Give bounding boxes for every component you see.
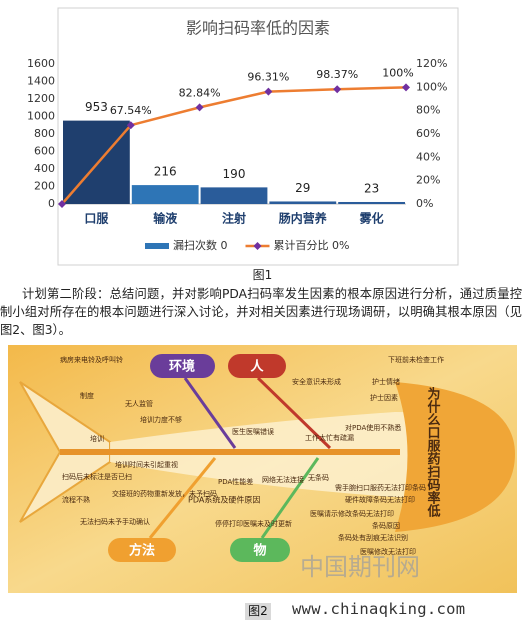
- bar: [269, 201, 337, 204]
- legend-label: 累计百分比 0%: [274, 239, 350, 252]
- category-pill: [230, 538, 290, 562]
- y2-tick-label: 40%: [416, 150, 440, 163]
- bone: [256, 376, 332, 450]
- x-tick-label: 口服: [84, 211, 109, 226]
- cause: 条码处有刮痕无法识别: [338, 533, 408, 542]
- data-label: 82.84%: [179, 86, 221, 99]
- cause: 医嘱请示修改条码无法打印: [310, 509, 394, 518]
- cause: 无条码: [308, 473, 329, 482]
- cause: 护士情绪: [372, 377, 400, 386]
- data-label: 216: [154, 165, 177, 179]
- pareto-chart: 影响扫码率低的因素 0 200 400 600 800 1000 1200 1400 1600 0…: [27, 7, 459, 266]
- cause: PDA性能差: [218, 477, 253, 486]
- data-label: 98.37%: [316, 68, 358, 81]
- fishbone-diagram: 环境 人 方法 物 为什么口服药扫码率低 病房来电铃及呼叫铃 制度 无人监管 培…: [8, 345, 517, 593]
- figure-caption: 图2: [245, 603, 271, 620]
- y2-tick-label: 60%: [416, 127, 440, 140]
- legend-label: 漏扫次数 0: [173, 238, 228, 252]
- line-marker: [195, 103, 204, 112]
- cause: 医嘱修改无法打印: [360, 547, 416, 556]
- y-tick-label: 600: [34, 145, 55, 158]
- x-tick-label: 输液: [153, 211, 177, 226]
- line-marker: [264, 87, 273, 96]
- fish-head: [395, 382, 515, 532]
- y-tick-label: 400: [34, 162, 55, 175]
- bone: [148, 457, 217, 539]
- y2-tick-label: 100%: [416, 80, 447, 93]
- line-marker: [402, 83, 410, 92]
- cause: 培训力度不够: [140, 415, 182, 424]
- bar: [338, 201, 405, 204]
- cause: 培训: [90, 434, 104, 443]
- bar: [131, 185, 199, 204]
- legend-marker: [253, 242, 262, 250]
- chart-title: 影响扫码率低的因素: [186, 19, 330, 38]
- cause: 护士因素: [370, 393, 398, 402]
- cause: 病房来电铃及呼叫铃: [60, 355, 123, 364]
- data-label: 190: [223, 167, 246, 181]
- cause: 交接班的药物重新发放，未予扫码: [112, 489, 217, 498]
- y-tick-label: 1000: [27, 110, 55, 123]
- site-url: www.chinaqking.com: [292, 600, 466, 618]
- y-tick-label: 800: [34, 127, 55, 140]
- line-marker: [126, 121, 135, 130]
- y-tick-label: 1400: [27, 75, 55, 88]
- cause: 停停打印医嘱未及时更新: [215, 519, 292, 528]
- line-lead: [61, 124, 132, 205]
- x-tick-label: 雾化: [359, 211, 384, 226]
- category-label: 物: [253, 543, 266, 559]
- y2-tick-label: 120%: [416, 57, 447, 70]
- data-label: 96.31%: [247, 71, 289, 84]
- watermark: 中国期刊网: [300, 553, 420, 581]
- x-tick-label: 肠内营养: [279, 211, 327, 226]
- x-tick-label: 注射: [222, 211, 246, 226]
- data-label: 953: [85, 100, 108, 114]
- line-marker: [333, 85, 342, 94]
- cause: PDA系统及硬件原因: [188, 495, 260, 505]
- y2-tick-label: 80%: [416, 104, 440, 117]
- bone: [183, 377, 237, 449]
- legend-swatch: [145, 243, 169, 249]
- paragraph: 计划第二阶段：总结问题，并对影响PDA扫码率发生因素的根本原因进行分析，通过质量…: [0, 287, 522, 337]
- y-tick-label: 1600: [27, 57, 55, 70]
- data-label: 67.54%: [110, 104, 152, 117]
- cause: 培训时间未引起重视: [115, 460, 178, 469]
- cause: 医生医嘱错误: [232, 427, 274, 436]
- figure-footer: 图2 www.chinaqking.com: [0, 598, 525, 625]
- category-pill: [108, 538, 176, 562]
- category-label: 人: [250, 359, 264, 375]
- category-label: 方法: [129, 543, 155, 559]
- bone: [260, 457, 320, 539]
- cause: 安全意识未形成: [292, 377, 341, 386]
- y-tick-label: 1200: [27, 92, 55, 105]
- data-label: 29: [295, 181, 310, 195]
- cause: 制度: [80, 391, 94, 400]
- cause: 条码原因: [372, 521, 400, 530]
- origin-marker: [58, 200, 66, 208]
- cause: 扫码后未标注是否已扫: [62, 472, 132, 481]
- cause: 对PDA使用不熟悉: [345, 423, 401, 432]
- data-label: 100%: [382, 66, 413, 79]
- head-text: 为什么口服药扫码率低: [425, 386, 442, 518]
- category-pill: [150, 354, 215, 378]
- cause: 硬件故障条码无法打印: [345, 495, 415, 504]
- data-label: 23: [364, 181, 379, 195]
- y2-tick-label: 20%: [416, 174, 440, 187]
- cause: 需手腕扫口服药无法打印条码: [335, 483, 426, 492]
- bar: [200, 187, 268, 204]
- cause: 流程不熟: [62, 495, 90, 504]
- cause: 无人监管: [125, 399, 153, 408]
- category-pill: [228, 354, 286, 378]
- cause: 下班前未检查工作: [388, 355, 444, 364]
- y-tick-label: 200: [34, 180, 55, 193]
- figure-caption: 图1: [252, 268, 273, 282]
- category-label: 环境: [169, 359, 195, 375]
- cause: 工作太忙有疏漏: [305, 433, 354, 442]
- cause: 网络无法连接: [262, 475, 304, 484]
- y2-tick-label: 0%: [416, 197, 433, 210]
- y-tick-label: 0: [48, 197, 55, 210]
- cause: 无法扫码未予手动确认: [80, 517, 150, 526]
